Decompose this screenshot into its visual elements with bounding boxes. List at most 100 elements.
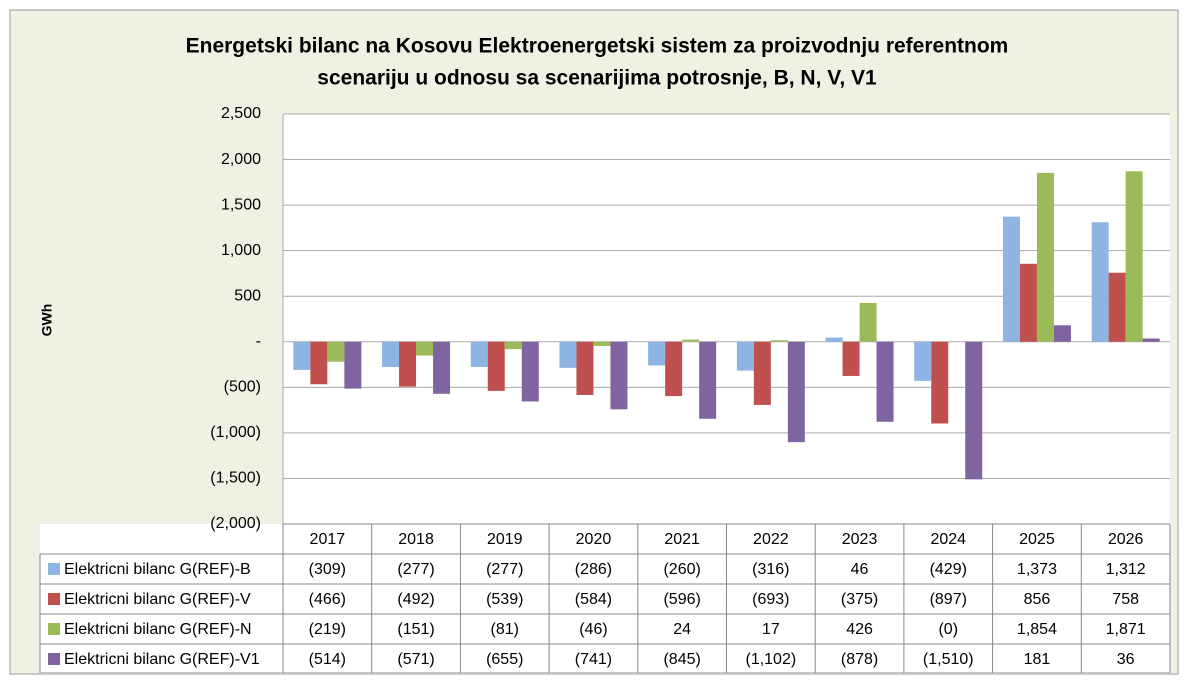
table-value: (46) (579, 621, 607, 638)
bar (825, 337, 843, 342)
bar (1053, 325, 1071, 342)
y-tick-label: (2,000) (210, 515, 261, 532)
bar (682, 339, 700, 342)
legend-label: Elektricni bilanc G(REF)-B (64, 561, 251, 578)
bar (914, 341, 932, 381)
bar (1108, 272, 1126, 342)
legend-label: Elektricni bilanc G(REF)-N (64, 621, 252, 638)
x-tick-label: 2023 (842, 531, 878, 548)
bar (433, 341, 451, 394)
data-table (40, 524, 1170, 674)
table-value: (897) (930, 591, 967, 608)
bar (699, 341, 717, 419)
x-tick-label: 2017 (310, 531, 346, 548)
bar (382, 341, 400, 368)
table-value: (375) (841, 591, 878, 608)
x-tick-label: 2021 (664, 531, 700, 548)
table-value: 1,871 (1106, 621, 1146, 638)
bar (293, 341, 311, 370)
table-value: 17 (762, 621, 780, 638)
table-value: (466) (309, 591, 346, 608)
table-value: (0) (938, 621, 958, 638)
x-tick-label: 2024 (930, 531, 966, 548)
chart-title: scenariju u odnosu sa scenarijima potros… (317, 67, 877, 90)
table-value: (316) (752, 561, 789, 578)
table-value: 1,854 (1017, 621, 1057, 638)
bar (1142, 338, 1160, 342)
legend-label: Elektricni bilanc G(REF)-V1 (64, 651, 260, 668)
x-tick-label: 2018 (398, 531, 434, 548)
y-tick-label: - (256, 333, 261, 350)
x-tick-label: 2019 (487, 531, 523, 548)
y-tick-label: (500) (224, 379, 261, 396)
bar (770, 340, 788, 342)
table-value: (309) (309, 561, 346, 578)
table-value: (429) (930, 561, 967, 578)
bar (576, 341, 594, 395)
table-value: (539) (486, 591, 523, 608)
bar (416, 341, 434, 356)
table-value: (1,102) (745, 651, 796, 668)
table-value: (286) (575, 561, 612, 578)
table-value: (492) (397, 591, 434, 608)
chart-title: Energetski bilanc na Kosovu Elektroenerg… (186, 35, 1009, 58)
table-value: (693) (752, 591, 789, 608)
bar (344, 341, 362, 389)
x-tick-label: 2026 (1108, 531, 1144, 548)
table-value: 1,373 (1017, 561, 1057, 578)
table-value: (81) (491, 621, 519, 638)
table-value: 758 (1112, 591, 1139, 608)
table-value: (514) (309, 651, 346, 668)
table-value: (741) (575, 651, 612, 668)
bar (1036, 172, 1054, 342)
bar (1002, 216, 1020, 342)
table-value: (845) (663, 651, 700, 668)
legend-key (48, 653, 60, 665)
table-value: (151) (397, 621, 434, 638)
table-value: (260) (663, 561, 700, 578)
table-value: 181 (1024, 651, 1051, 668)
bar (859, 302, 877, 342)
table-value: (571) (397, 651, 434, 668)
bar (931, 341, 949, 424)
x-tick-label: 2025 (1019, 531, 1055, 548)
table-value: 426 (846, 621, 873, 638)
table-value: (655) (486, 651, 523, 668)
bar (559, 341, 577, 368)
y-tick-label: 500 (234, 287, 261, 304)
bar (327, 341, 345, 362)
table-value: (219) (309, 621, 346, 638)
table-value: (1,510) (923, 651, 974, 668)
bar (470, 341, 488, 368)
table-value: 24 (673, 621, 691, 638)
y-tick-label: 2,000 (221, 151, 261, 168)
bar (1091, 222, 1109, 342)
y-tick-label: (1,500) (210, 470, 261, 487)
bar (610, 341, 628, 410)
bar (665, 341, 683, 397)
table-value: 1,312 (1106, 561, 1146, 578)
bar (648, 341, 666, 366)
bar (753, 341, 771, 405)
bar (399, 341, 417, 387)
table-value: (584) (575, 591, 612, 608)
table-value: 46 (851, 561, 869, 578)
table-value: (277) (397, 561, 434, 578)
bar (787, 341, 805, 443)
table-value: 36 (1117, 651, 1135, 668)
y-axis-label: GWh (39, 304, 55, 337)
bar (965, 341, 983, 480)
bar (487, 341, 505, 391)
y-tick-label: 1,000 (221, 242, 261, 259)
y-tick-label: 2,500 (221, 105, 261, 122)
bar (593, 341, 611, 346)
bar (1125, 171, 1143, 342)
table-value: (878) (841, 651, 878, 668)
bar (310, 341, 328, 385)
table-value: (277) (486, 561, 523, 578)
y-tick-label: (1,000) (210, 424, 261, 441)
x-tick-label: 2020 (576, 531, 612, 548)
table-value: 856 (1024, 591, 1051, 608)
bar (504, 341, 522, 350)
